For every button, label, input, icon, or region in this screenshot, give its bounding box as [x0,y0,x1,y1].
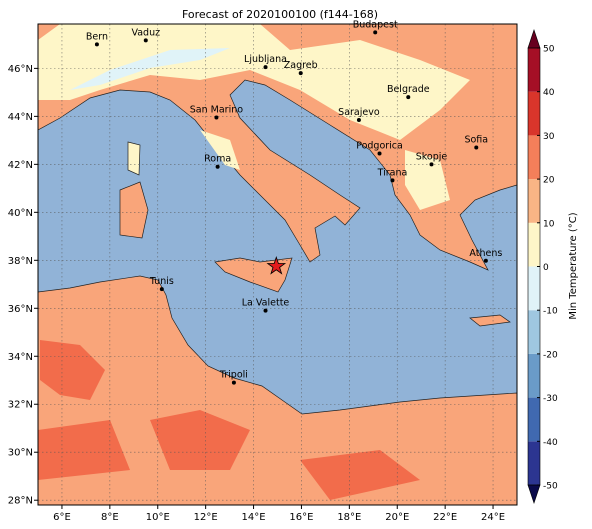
colorbar-segment [528,179,540,223]
city-label: Tirana [377,167,408,178]
cold-region [70,48,230,90]
city-label: Sofia [464,135,488,146]
city-dot [231,380,236,385]
colorbar: -50 -40 -30 -20 -10 0 10 20 30 40 50 [527,29,558,504]
land-corsica [127,141,141,176]
land-sardinia [119,181,149,239]
y-tick-label: 40°N [8,208,33,219]
x-tick-label: 22°E [433,512,457,523]
city-dot [373,30,378,35]
x-tick-label: 20°E [385,512,409,523]
colorbar-extend-high [527,29,541,49]
city-label: Roma [204,154,231,165]
city-label: Skopje [416,151,448,162]
colorbar-tick-label: 40 [543,88,555,98]
city-dot [159,287,164,292]
y-tick-label: 44°N [8,112,33,123]
city-label: Belgrade [387,84,430,95]
colorbar-tick-label: -10 [543,307,558,317]
cool-region [200,130,240,170]
land-crete [469,314,511,327]
colorbar-tick-label: -30 [543,394,558,404]
colorbar-label: Min Temperature (°C) [568,212,579,319]
city-label: Tunis [149,276,174,287]
city-dot [263,65,268,70]
city-label: Athens [469,248,502,259]
colorbar-tick-label: 20 [543,176,555,186]
city-dot [94,42,99,47]
city-label: Podgorica [356,141,403,152]
city-label: Zagreb [284,60,318,71]
city-label: Tripoli [219,370,248,381]
map-frame [37,23,518,506]
x-tick-label: 24°E [481,512,505,523]
y-tick-label: 34°N [8,352,33,363]
city-label: Ljubljana [244,54,287,65]
hot-region [40,340,105,400]
city-label: La Valette [242,298,290,309]
city-dot [406,95,411,100]
colorbar-tick-label: 0 [543,263,549,273]
city-dot [429,162,434,167]
hot-region [300,450,420,500]
city-dot [298,71,303,76]
hot-region [38,420,130,480]
colorbar-segment [528,48,540,92]
x-tick-label: 6°E [53,512,71,523]
x-tick-label: 14°E [242,512,266,523]
city-dot [143,38,148,43]
y-tick-label: 32°N [8,400,33,411]
city-dot [356,117,361,122]
colorbar-segment [528,135,540,180]
colorbar-tick-label: -20 [543,350,558,360]
colorbar-segment [528,222,540,267]
colorbar-tick-label: 10 [543,219,555,229]
city-dot [474,145,479,150]
city-label: Vaduz [131,27,160,38]
y-tick-label: 38°N [8,256,33,267]
colorbar-segment [528,441,540,485]
y-tick-label: 28°N [8,496,33,507]
colorbar-extend-low [527,484,541,504]
x-tick-label: 8°E [101,512,119,523]
map-title: Forecast of 2020100100 (f144-168) [182,8,378,21]
city-dot [215,164,220,169]
y-tick-label: 36°N [8,304,33,315]
city-label: Bern [86,31,108,42]
city-dot [263,308,268,313]
colorbar-tick-label: -50 [543,482,558,492]
x-tick-label: 12°E [194,512,218,523]
x-tick-label: 18°E [337,512,361,523]
colorbar-tick-label: -40 [543,438,558,448]
city-label: Sarajevo [338,107,380,118]
city-label: San Marino [190,105,243,116]
city-label: Budapest [353,19,398,30]
y-tick-label: 30°N [8,448,33,459]
city-dot [483,258,488,263]
graticule [38,24,517,505]
map-area [38,24,517,505]
colorbar-segment [528,353,540,398]
hot-region [150,410,250,470]
colorbar-tick-label: 30 [543,132,555,142]
colorbar-segment [528,266,540,311]
cool-region [405,150,450,210]
y-tick-label: 42°N [8,160,33,171]
city-dot [214,115,219,120]
cool-region [38,24,470,140]
colorbar-segment [528,310,540,354]
city-dot [377,151,382,156]
event-marker [266,256,287,275]
city-dot [390,178,395,183]
colorbar-segment [528,397,540,442]
colorbar-tick-label: 50 [543,45,555,55]
colorbar-segment [528,91,540,136]
y-tick-label: 46°N [8,64,33,75]
x-tick-label: 16°E [289,512,313,523]
x-tick-label: 10°E [146,512,170,523]
